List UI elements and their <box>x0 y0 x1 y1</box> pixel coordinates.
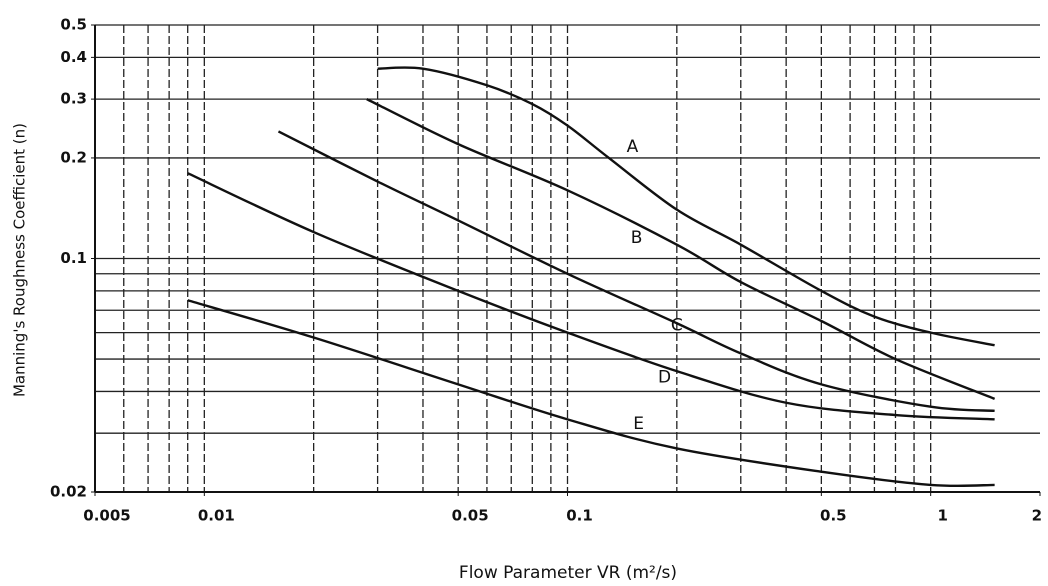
x-tick-label: 0.05 <box>452 507 489 525</box>
curve <box>366 98 996 400</box>
y-tick-label: 0.1 <box>60 249 87 267</box>
curve-label: E <box>633 414 644 434</box>
curve <box>187 172 995 421</box>
x-axis-label: Flow Parameter VR (m²/s) <box>459 563 677 583</box>
curve-label: C <box>671 316 683 336</box>
y-tick-label: 0.2 <box>60 148 87 166</box>
y-tick-label: 0.02 <box>50 483 87 501</box>
y-axis-label: Manning's Roughness Coefficient (n) <box>11 123 29 397</box>
x-tick-label: 0.005 <box>83 507 130 525</box>
y-tick-label: 0.5 <box>60 16 87 34</box>
curve-label: B <box>631 228 643 248</box>
x-tick-label: 1 <box>937 507 947 525</box>
curve <box>187 299 995 488</box>
y-tick-label: 0.4 <box>60 48 87 66</box>
curve <box>377 66 995 347</box>
x-tick-label: 0.1 <box>566 507 593 525</box>
curve <box>277 130 995 413</box>
x-tick-label: 0.5 <box>820 507 847 525</box>
x-tick-label: 0.01 <box>198 507 235 525</box>
x-tick-label: 2 <box>1032 507 1042 525</box>
curve-label: A <box>627 137 639 157</box>
curve-label: D <box>658 368 671 388</box>
y-tick-label: 0.3 <box>60 90 87 108</box>
